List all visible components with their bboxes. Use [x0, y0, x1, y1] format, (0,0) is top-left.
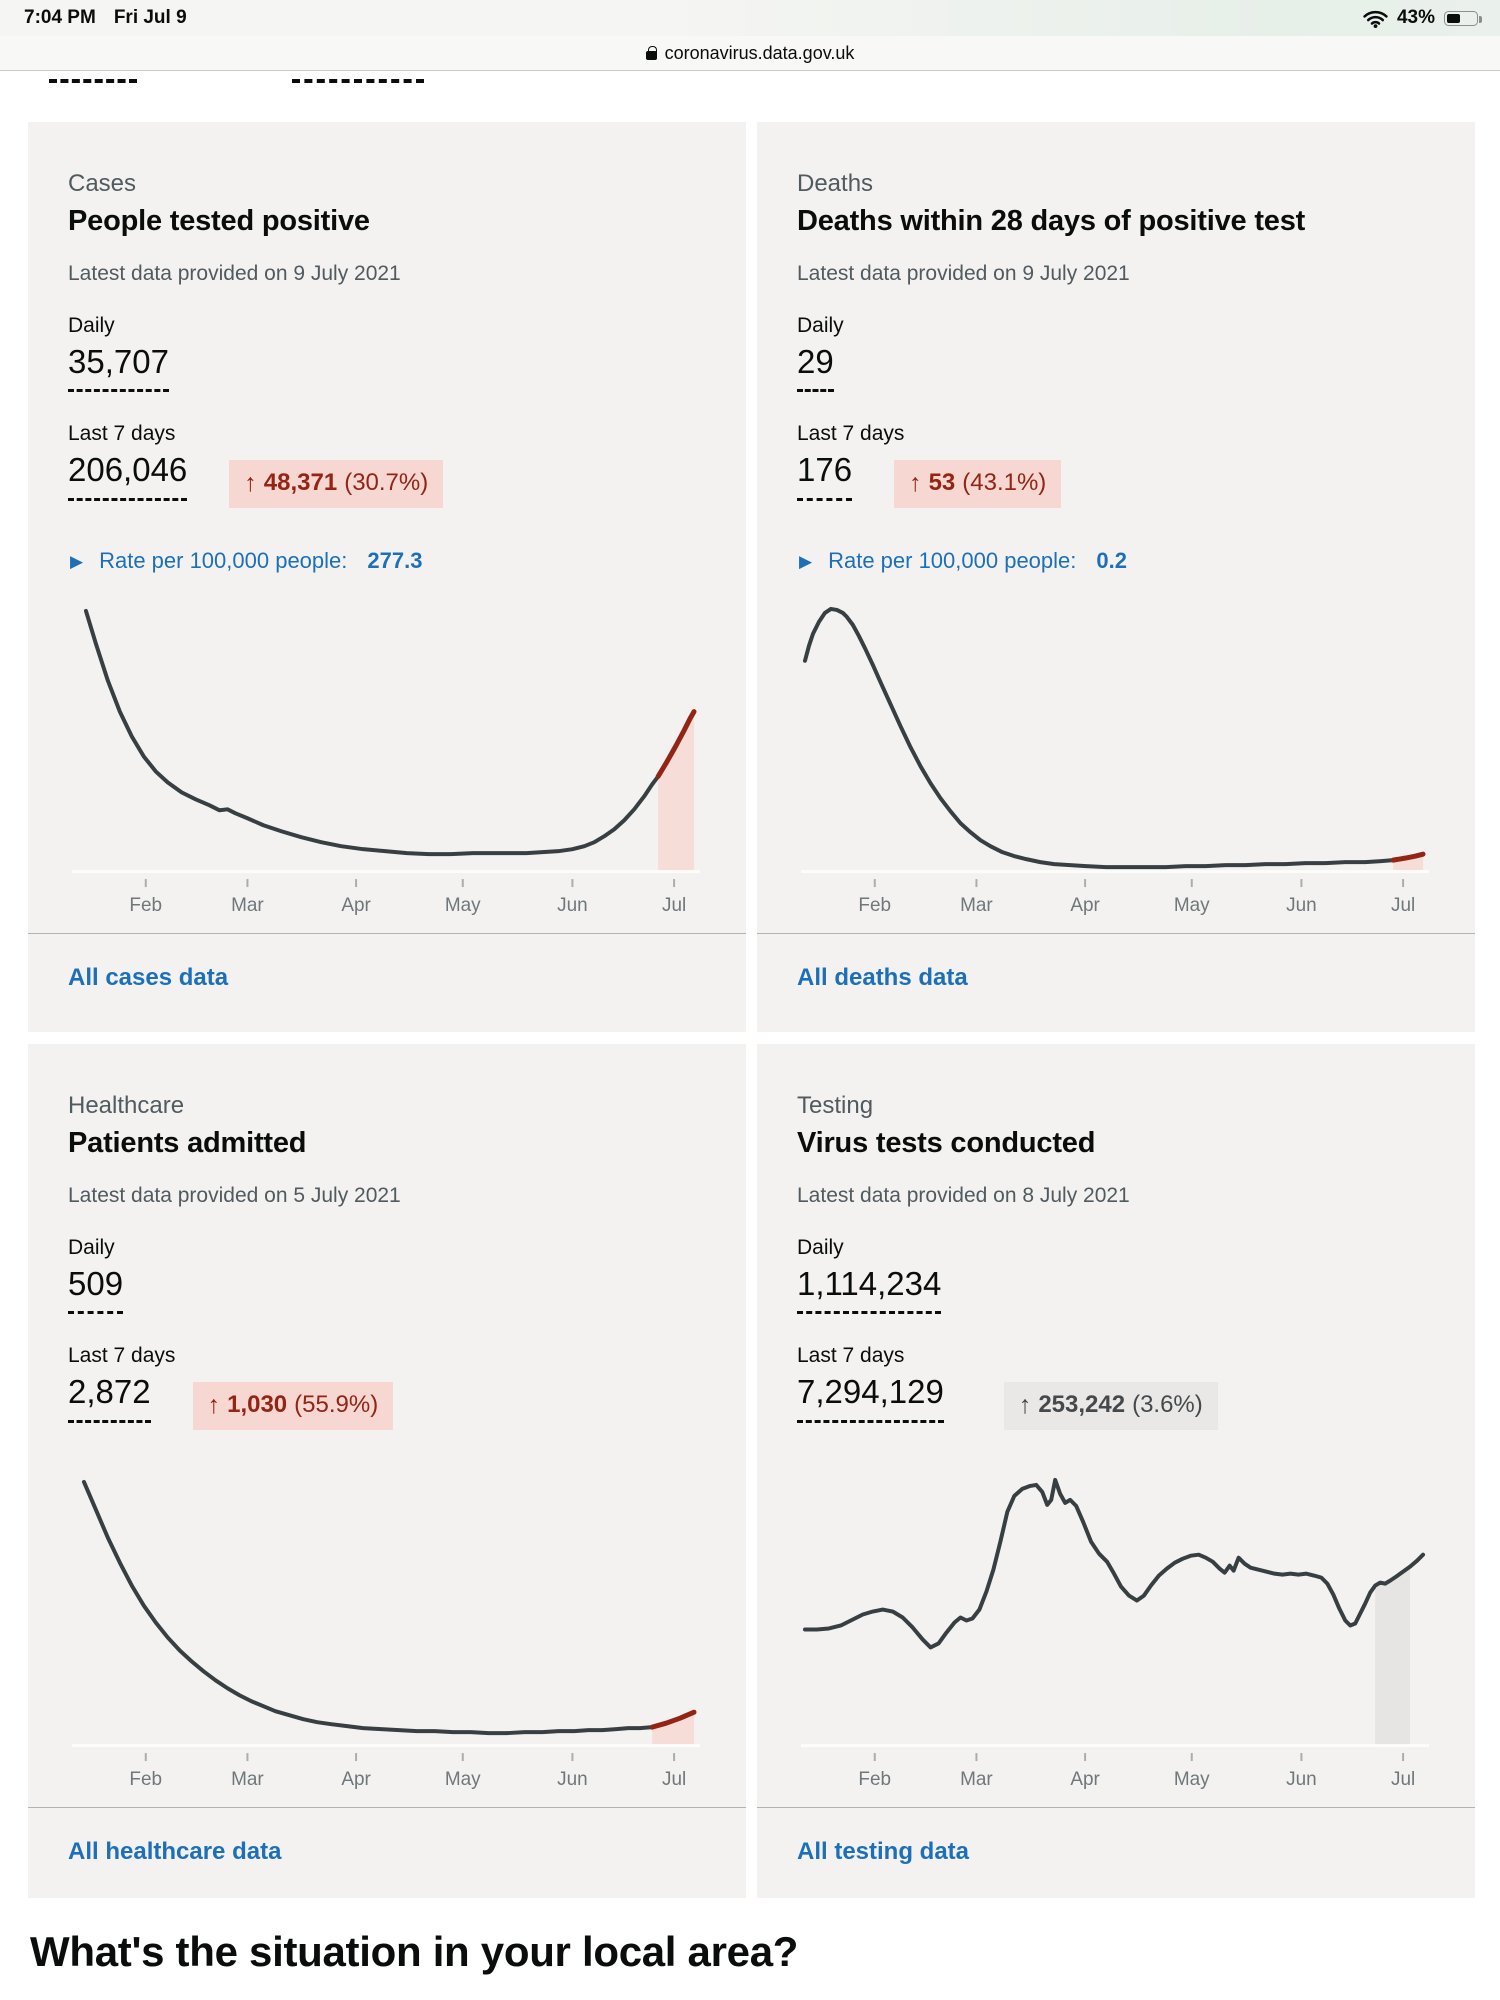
all-cases-data-link[interactable]: All cases data	[68, 964, 229, 991]
browser-address-bar[interactable]: coronavirus.data.gov.uk	[0, 36, 1500, 71]
clipped-dotted-underline	[292, 79, 424, 83]
lock-icon	[645, 45, 657, 60]
daily-value: 35,707	[68, 343, 169, 393]
card-updated-date: Latest data provided on 9 July 2021	[797, 262, 1130, 285]
change-badge: ↑ 253,242 (3.6%)	[1003, 1382, 1218, 1431]
cases-trend-chart: Feb Mar Apr May Jun Jul	[68, 586, 706, 917]
wifi-icon	[1363, 10, 1388, 28]
rate-label: Rate per 100,000 people:	[99, 548, 348, 574]
clipped-content-strip	[0, 71, 1500, 122]
svg-text:Jul: Jul	[662, 1769, 686, 1790]
change-badge: ↑ 53 (43.1%)	[894, 460, 1062, 509]
rate-label: Rate per 100,000 people:	[828, 548, 1077, 574]
change-badge: ↑ 1,030 (55.9%)	[192, 1382, 394, 1431]
svg-text:May: May	[445, 895, 481, 916]
card-updated-date: Latest data provided on 5 July 2021	[68, 1184, 401, 1207]
last-7-days-label: Last 7 days	[797, 1344, 905, 1368]
clipped-dotted-underline	[49, 79, 137, 83]
svg-text:Feb: Feb	[129, 895, 162, 916]
testing-trend-chart: Feb Mar Apr May Jun Jul	[797, 1460, 1435, 1791]
svg-text:Apr: Apr	[341, 1769, 370, 1790]
svg-text:Mar: Mar	[231, 895, 264, 916]
battery-percent: 43%	[1396, 7, 1435, 28]
daily-label: Daily	[797, 314, 844, 337]
rate-per-100k-toggle[interactable]: ▶ Rate per 100,000 people: 0.2	[799, 548, 1435, 574]
address-url: coronavirus.data.gov.uk	[664, 42, 855, 63]
svg-text:Apr: Apr	[1070, 1769, 1099, 1790]
rate-value: 277.3	[367, 548, 423, 574]
up-arrow-icon: ↑	[909, 468, 922, 497]
svg-text:Mar: Mar	[960, 1769, 993, 1790]
daily-label: Daily	[68, 1236, 115, 1259]
battery-icon	[1444, 10, 1482, 26]
svg-text:Jun: Jun	[557, 1769, 588, 1790]
svg-text:May: May	[1174, 895, 1210, 916]
last-7-days-label: Last 7 days	[68, 1344, 176, 1368]
all-healthcare-data-link[interactable]: All healthcare data	[68, 1838, 282, 1866]
card-title: Patients admitted	[68, 1127, 307, 1159]
deaths-trend-chart: Feb Mar Apr May Jun Jul	[797, 586, 1435, 917]
last-7-days-label: Last 7 days	[797, 422, 905, 446]
details-triangle-icon: ▶	[799, 551, 813, 571]
card-title: Deaths within 28 days of positive test	[797, 205, 1306, 237]
svg-text:Apr: Apr	[341, 895, 370, 916]
svg-text:May: May	[1174, 1769, 1210, 1790]
card-updated-date: Latest data provided on 9 July 2021	[68, 262, 401, 285]
svg-text:May: May	[445, 1769, 481, 1790]
last-7-days-value: 7,294,129	[797, 1374, 944, 1423]
card-category: Deaths	[797, 170, 874, 197]
daily-value: 509	[68, 1265, 124, 1315]
status-time: 7:04 PM	[24, 7, 96, 28]
summary-cards-grid: Cases People tested positive Latest data…	[28, 122, 1500, 1898]
card-deaths: Deaths Deaths within 28 days of positive…	[757, 122, 1475, 1032]
card-updated-date: Latest data provided on 8 July 2021	[797, 1184, 1130, 1207]
svg-text:Jul: Jul	[662, 895, 686, 916]
last-7-days-value: 2,872	[68, 1374, 151, 1423]
card-testing: Testing Virus tests conducted Latest dat…	[757, 1044, 1475, 1898]
svg-text:Jun: Jun	[1286, 1769, 1317, 1790]
change-badge: ↑ 48,371 (30.7%)	[229, 460, 444, 509]
svg-text:Apr: Apr	[1070, 895, 1099, 916]
all-testing-data-link[interactable]: All testing data	[797, 1838, 970, 1866]
card-category: Testing	[797, 1092, 874, 1119]
last-7-days-label: Last 7 days	[68, 422, 176, 446]
daily-value: 1,114,234	[797, 1265, 942, 1315]
svg-text:Feb: Feb	[858, 895, 891, 916]
all-deaths-data-link[interactable]: All deaths data	[797, 964, 968, 991]
card-category: Healthcare	[68, 1092, 185, 1119]
card-category: Cases	[68, 170, 137, 197]
daily-value: 29	[797, 343, 834, 393]
rate-value: 0.2	[1096, 548, 1127, 574]
status-bar: 7:04 PM Fri Jul 9 43%	[0, 0, 1500, 36]
daily-label: Daily	[68, 314, 115, 337]
up-arrow-icon: ↑	[1018, 1390, 1032, 1419]
svg-text:Jun: Jun	[1286, 895, 1317, 916]
card-healthcare: Healthcare Patients admitted Latest data…	[28, 1044, 746, 1898]
last-7-days-value: 206,046	[68, 452, 188, 501]
details-triangle-icon: ▶	[70, 551, 84, 571]
svg-text:Jun: Jun	[557, 895, 588, 916]
card-cases: Cases People tested positive Latest data…	[28, 122, 746, 1032]
daily-label: Daily	[797, 1236, 844, 1259]
svg-text:Mar: Mar	[231, 1769, 264, 1790]
rate-per-100k-toggle[interactable]: ▶ Rate per 100,000 people: 277.3	[70, 548, 706, 574]
svg-text:Feb: Feb	[858, 1769, 891, 1790]
svg-text:Jul: Jul	[1391, 895, 1415, 916]
local-area-section-heading: What's the situation in your local area?	[30, 1928, 799, 1975]
card-title: Virus tests conducted	[797, 1127, 1096, 1159]
card-title: People tested positive	[68, 205, 370, 237]
status-date: Fri Jul 9	[113, 7, 187, 28]
last-7-days-value: 176	[797, 452, 853, 501]
healthcare-trend-chart: Feb Mar Apr May Jun Jul	[68, 1460, 706, 1791]
up-arrow-icon: ↑	[244, 468, 257, 497]
up-arrow-icon: ↑	[207, 1390, 221, 1419]
svg-text:Feb: Feb	[129, 1769, 162, 1790]
svg-text:Mar: Mar	[960, 895, 993, 916]
svg-text:Jul: Jul	[1391, 1769, 1415, 1790]
